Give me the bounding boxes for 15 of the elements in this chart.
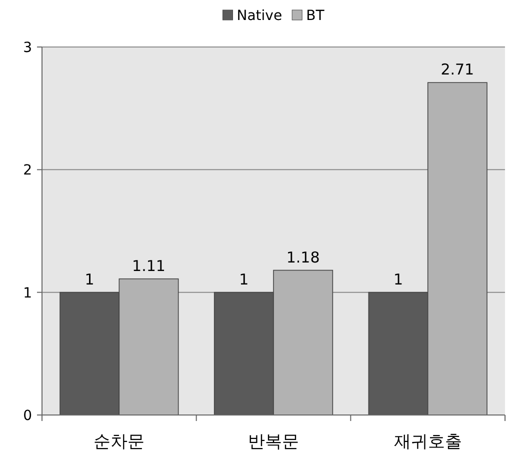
data-label: 1 [84,270,94,288]
data-label: 1.11 [132,256,166,275]
data-label: 1.18 [286,248,320,266]
x-tick-label: 재귀호출 [394,432,462,452]
data-label: 1 [239,270,249,288]
x-tick-label: 순차문 [94,432,145,452]
legend-label: Native [236,8,282,24]
data-label: 1 [393,270,404,288]
y-tick-label: 2 [23,162,32,179]
y-tick-label: 3 [23,40,32,56]
y-tick-label: 0 [23,408,32,424]
y-tick-label: 1 [23,285,32,302]
x-tick-label: 반복문 [248,432,299,452]
legend-label: BT [306,8,325,24]
data-label: 2.71 [440,60,474,79]
